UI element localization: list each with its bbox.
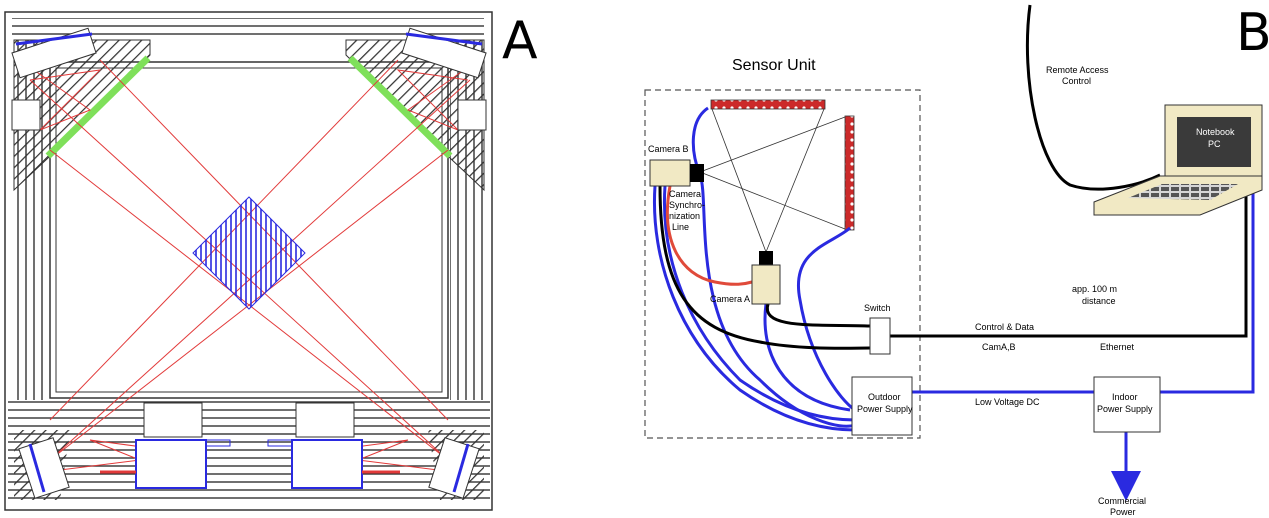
panel-b-letter: B — [1236, 3, 1269, 63]
commercial-power-line2: Power — [1110, 507, 1136, 517]
distance-line1: app. 100 m — [1072, 284, 1117, 294]
led-bar-top — [710, 99, 826, 110]
svg-text:Synchro-: Synchro- — [669, 200, 705, 210]
commercial-power-line1: Commercial — [1098, 496, 1146, 506]
sync-line-label: Camera Synchro- nization Line — [669, 189, 705, 232]
inner-frame — [49, 61, 449, 399]
control-data-label: Control & Data — [975, 322, 1034, 332]
remote-access-line1: Remote Access — [1046, 65, 1109, 75]
notebook-line2: PC — [1208, 139, 1221, 149]
camera-bottom-right — [428, 437, 480, 499]
panel-a — [4, 11, 493, 511]
camera-top-right — [401, 27, 487, 131]
view-lines — [699, 108, 846, 253]
measurement-diamond — [192, 196, 306, 310]
outdoor-power-line1: Outdoor — [868, 392, 901, 402]
camera-a — [751, 251, 781, 305]
green-strip-left — [45, 55, 151, 159]
camera-bottom-left — [18, 437, 70, 499]
sensor-unit-box — [644, 89, 921, 439]
switch-box — [869, 317, 891, 355]
camera-top-left — [11, 27, 97, 131]
remote-access-line2: Control — [1062, 76, 1091, 86]
led-bar-side — [844, 115, 855, 231]
panel-b: B Sensor Unit — [644, 3, 1269, 517]
camera-b — [649, 159, 704, 187]
cables — [652, 4, 1255, 501]
mount-right — [267, 402, 400, 489]
top-rail — [12, 18, 484, 40]
notebook-pc — [1093, 104, 1263, 216]
frame-outline — [4, 11, 493, 511]
panel-a-letter: A — [502, 11, 538, 71]
camera-b-label: Camera B — [648, 144, 689, 154]
sensor-unit-title: Sensor Unit — [732, 57, 816, 74]
outdoor-power-box — [851, 376, 913, 436]
camera-a-label: Camera A — [710, 294, 750, 304]
indoor-power-box — [1093, 376, 1161, 433]
svg-text:Camera: Camera — [669, 189, 701, 199]
inner-frame-2 — [55, 67, 443, 393]
low-voltage-label: Low Voltage DC — [975, 397, 1040, 407]
indoor-power-line2: Power Supply — [1097, 404, 1153, 414]
ethernet-label: Ethernet — [1100, 342, 1135, 352]
notebook-line1: Notebook — [1196, 127, 1235, 137]
green-strip-right — [347, 55, 453, 159]
bottom-rail — [8, 400, 490, 502]
cam-ab-label: CamA,B — [982, 342, 1016, 352]
svg-text:Line: Line — [672, 222, 689, 232]
outdoor-power-line2: Power Supply — [857, 404, 913, 414]
mount-left — [100, 402, 231, 489]
indoor-power-line1: Indoor — [1112, 392, 1138, 402]
switch-label: Switch — [864, 303, 891, 313]
distance-line2: distance — [1082, 296, 1116, 306]
svg-text:nization: nization — [669, 211, 700, 221]
